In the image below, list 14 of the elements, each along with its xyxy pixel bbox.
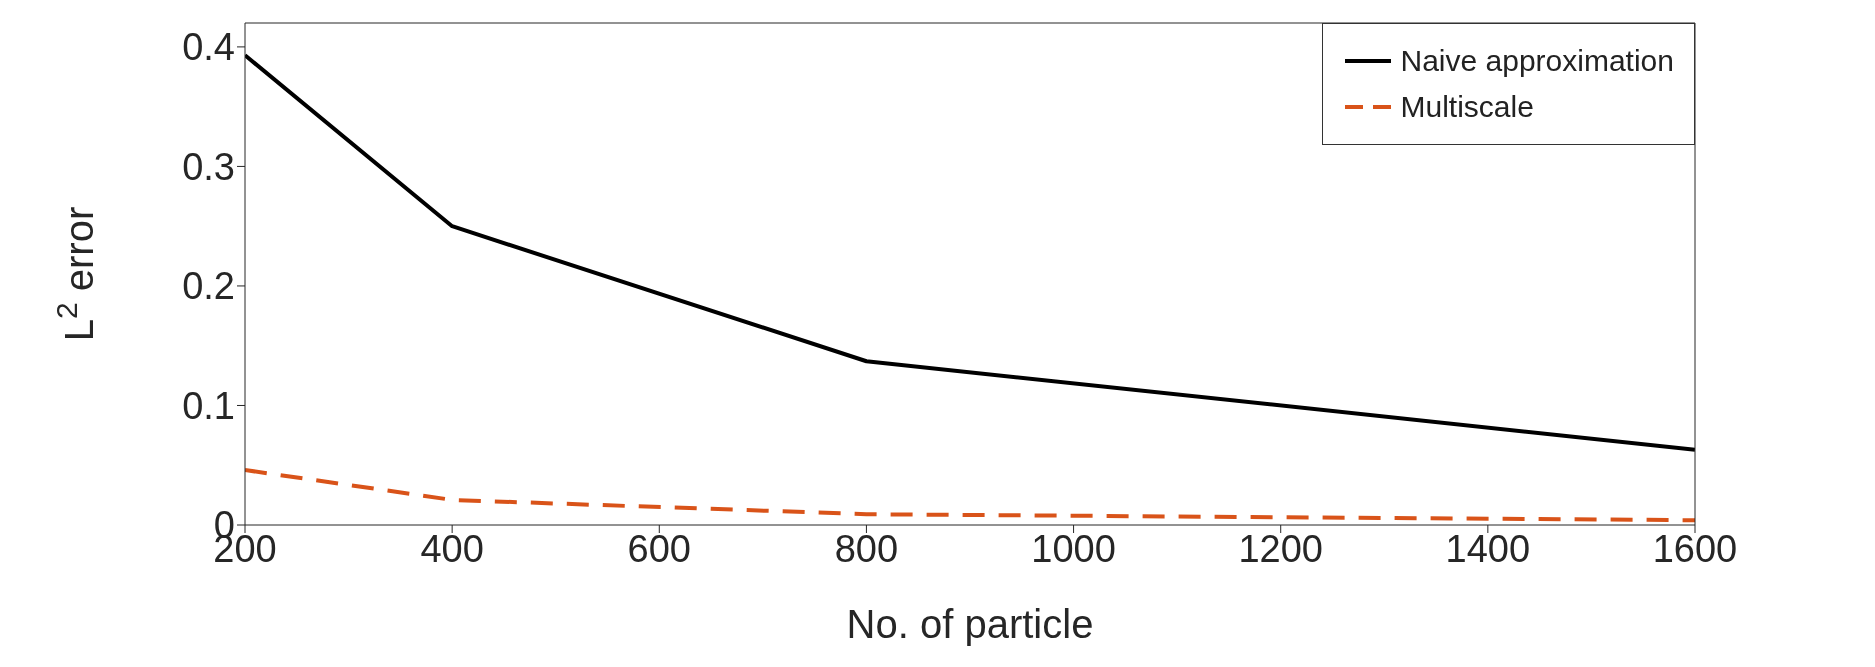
y-tick-label: 0.1: [182, 384, 235, 427]
x-tick-label: 400: [420, 527, 484, 570]
legend-label: Naive approximation: [1400, 44, 1674, 78]
x-tick-label: 1000: [1031, 527, 1116, 570]
y-tick-label: 0.4: [182, 26, 235, 69]
x-axis-title: No. of particle: [846, 602, 1094, 646]
y-tick-label: 0.2: [182, 265, 235, 308]
y-tick-label: 0.3: [182, 145, 235, 188]
x-tick-label: 1400: [1445, 527, 1531, 570]
x-tick-label: 600: [627, 527, 691, 570]
x-tick-label: 1600: [1652, 527, 1738, 570]
legend-label: Multiscale: [1400, 90, 1534, 124]
x-tick-label: 800: [834, 527, 899, 570]
x-tick-label: 1200: [1238, 527, 1323, 570]
